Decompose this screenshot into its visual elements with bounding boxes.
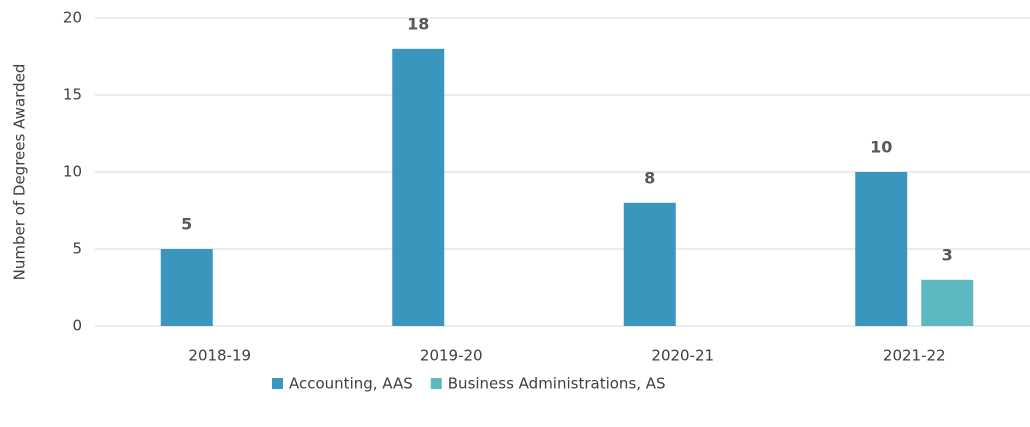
legend-label: Accounting, AAS: [289, 375, 413, 393]
y-tick-label: 0: [72, 317, 82, 335]
legend-swatch: [272, 378, 283, 389]
x-tick-label: 2020-21: [651, 347, 714, 365]
bar: [921, 279, 974, 326]
bar: [160, 249, 213, 326]
data-label: 5: [181, 215, 192, 234]
data-label: 3: [942, 245, 953, 264]
y-tick-label: 20: [63, 9, 82, 27]
data-label: 18: [407, 14, 429, 33]
y-tick-label: 10: [63, 163, 82, 181]
bar: [855, 172, 908, 326]
legend-label: Business Administrations, AS: [448, 375, 666, 393]
y-axis-title: Number of Degrees Awarded: [11, 64, 29, 281]
legend-swatch: [430, 378, 442, 389]
x-tick-label: 2018-19: [188, 347, 251, 365]
data-label: 8: [644, 168, 655, 187]
x-tick-label: 2021-22: [883, 347, 946, 365]
data-label: 10: [870, 138, 892, 157]
y-tick-label: 5: [72, 240, 82, 258]
y-tick-label: 15: [63, 86, 82, 104]
bar: [392, 48, 445, 327]
x-tick-label: 2019-20: [420, 347, 483, 365]
bar: [623, 202, 676, 326]
